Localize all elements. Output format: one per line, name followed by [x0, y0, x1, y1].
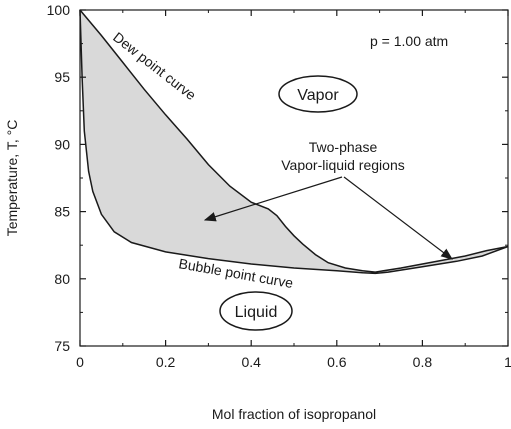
- vapor-region-label: Vapor: [297, 87, 339, 104]
- x-tick-label: 1: [504, 354, 511, 370]
- y-tick-label: 85: [54, 204, 70, 220]
- x-axis-title: Mol fraction of isopropanol: [212, 406, 376, 422]
- vapor-region-ellipse: [278, 75, 358, 113]
- y-tick-label: 80: [54, 271, 70, 287]
- y-tick-label: 95: [54, 69, 70, 85]
- liquid-region-label: Liquid: [235, 304, 278, 321]
- x-tick-label: 0.4: [241, 354, 261, 370]
- bubble-point-series-line: [79, 9, 509, 275]
- y-tick-label: 100: [47, 2, 71, 18]
- y-axis-title: Temperature, T, °C: [4, 120, 20, 237]
- two-phase-label-line1: Two-phase: [309, 139, 378, 155]
- two-phase-label-line2: Vapor-liquid regions: [281, 157, 404, 173]
- two-phase-region-fill: [80, 10, 508, 274]
- y-tick-label: 75: [54, 338, 70, 354]
- x-tick-label: 0.6: [327, 354, 347, 370]
- y-tick-label: 90: [54, 136, 70, 152]
- liquid-region-ellipse: [219, 291, 293, 331]
- x-tick-label: 0.2: [156, 354, 176, 370]
- two-phase-arrow-right: [343, 176, 453, 260]
- dew-point-series-line: [79, 9, 509, 273]
- x-tick-label: 0.8: [413, 354, 433, 370]
- x-tick-label: 0: [76, 354, 84, 370]
- pressure-label: p = 1.00 atm: [370, 33, 448, 49]
- two-phase-arrow-left: [203, 176, 343, 222]
